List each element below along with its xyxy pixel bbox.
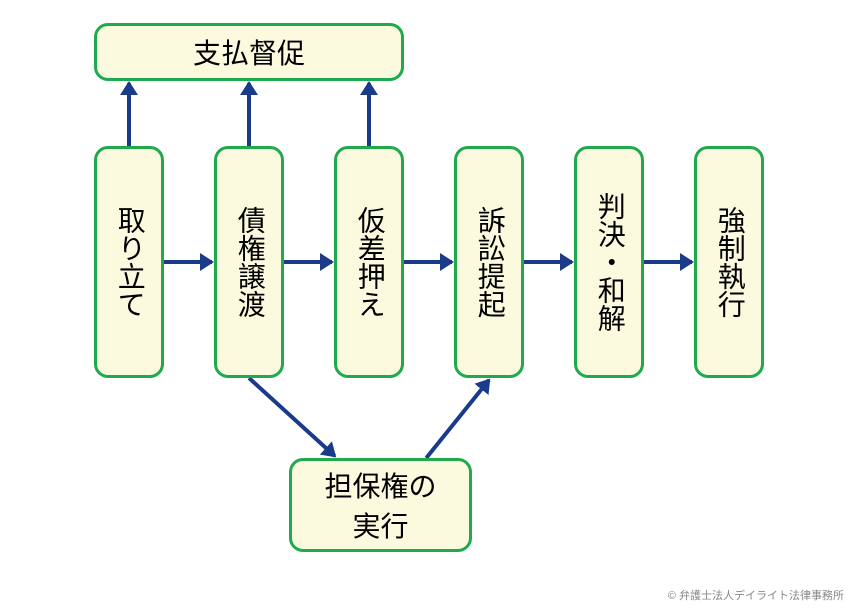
node-n6: 強制執行	[694, 146, 764, 378]
node-n4: 訴訟提起	[454, 146, 524, 378]
node-n2: 債権譲渡	[214, 146, 284, 378]
node-bottom: 担保権の 実行	[289, 458, 472, 552]
copyright-text: © 弁護士法人デイライト法律事務所	[668, 587, 844, 603]
node-top: 支払督促	[94, 23, 404, 81]
node-n5: 判決・和解	[574, 146, 644, 378]
node-n3: 仮差押え	[334, 146, 404, 378]
node-n1: 取り立て	[94, 146, 164, 378]
flowchart-canvas: 支払督促取り立て債権譲渡仮差押え訴訟提起判決・和解強制執行担保権の 実行 © 弁…	[0, 0, 850, 609]
